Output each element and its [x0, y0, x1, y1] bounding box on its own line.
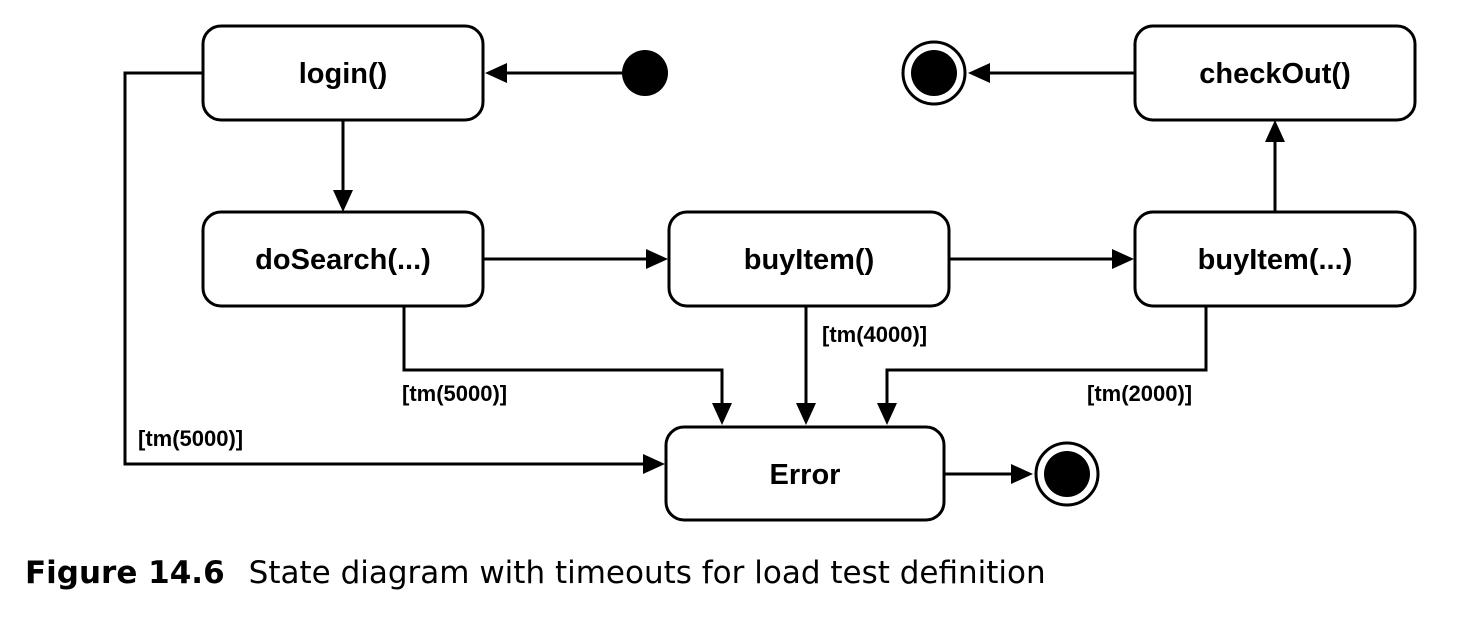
- state-label-error: Error: [770, 459, 841, 491]
- guard-label-buyitem-args-timeout: [tm(2000)]: [1087, 381, 1192, 406]
- arrowhead-initial-to-login: [485, 63, 507, 83]
- arrowhead-buyitemargs-to-checkout: [1265, 120, 1285, 142]
- state-login: login(): [201, 24, 485, 122]
- final-state-node-error: [1034, 441, 1100, 507]
- state-label-login: login(): [299, 58, 388, 90]
- figure-caption-text: State diagram with timeouts for load tes…: [248, 555, 1046, 591]
- arrowhead-buyitemargs-to-error: [877, 403, 897, 425]
- figure-number: Figure 14.6: [25, 555, 225, 591]
- state-dosearch: doSearch(...): [201, 210, 485, 308]
- state-label-checkout: checkOut(): [1199, 58, 1350, 90]
- arrowhead-login-to-dosearch: [333, 190, 353, 212]
- arrowhead-checkout-to-final: [968, 63, 990, 83]
- state-label-dosearch: doSearch(...): [255, 244, 431, 276]
- arrowhead-login-to-error: [643, 454, 665, 474]
- arrowhead-dosearch-to-error: [712, 403, 732, 425]
- figure-caption: Figure 14.6 State diagram with timeouts f…: [25, 555, 1046, 591]
- state-label-buyitem: buyItem(): [744, 244, 875, 276]
- arrowhead-error-to-final: [1011, 464, 1033, 484]
- state-diagram: login() doSearch(...) buyItem() buyItem(…: [123, 24, 1417, 522]
- state-buyitem: buyItem(): [667, 210, 951, 308]
- guard-label-buyitem-timeout: [tm(4000)]: [822, 322, 927, 347]
- arrowhead-dosearch-to-buyitem: [646, 249, 668, 269]
- state-buyitem-args: buyItem(...): [1133, 210, 1417, 308]
- guard-label-login-timeout: [tm(5000)]: [138, 426, 243, 451]
- edge-login-to-error: [123, 71, 645, 466]
- final-state-node-top: [901, 40, 967, 106]
- state-label-buyitem-args: buyItem(...): [1198, 244, 1353, 276]
- arrowhead-buyitem-to-error: [796, 403, 816, 425]
- state-error: Error: [664, 425, 946, 522]
- edge-dosearch-to-error: [402, 306, 724, 405]
- state-checkout: checkOut(): [1133, 24, 1417, 122]
- initial-state-node: [622, 50, 668, 96]
- edge-buyitemargs-to-error: [885, 306, 1208, 405]
- transitions: [123, 63, 1285, 484]
- guard-label-search-timeout: [tm(5000)]: [402, 381, 507, 406]
- arrowhead-buyitem-to-buyitemargs: [1112, 249, 1134, 269]
